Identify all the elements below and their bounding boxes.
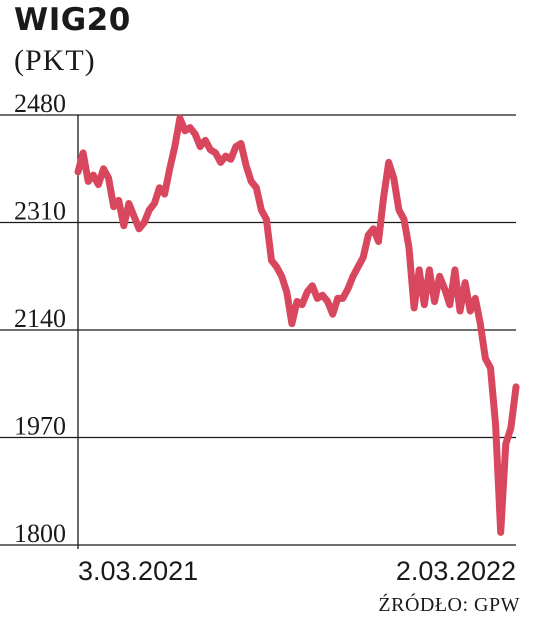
y-tick-label: 2140 [14,304,66,333]
chart-title: WIG20 [14,2,131,38]
y-tick-label: 1800 [14,519,66,548]
x-tick-label-start: 3.03.2021 [78,556,198,586]
y-tick-label: 2480 [14,89,66,118]
gridlines [0,114,516,549]
y-tick-label: 2310 [14,197,66,226]
source-label: ŹRÓDŁO: GPW [378,594,520,616]
series-layer [74,114,520,536]
x-tick-label-end: 2.03.2022 [396,556,516,586]
x-axis-ticks: 3.03.2021 2.03.2022 [78,556,516,586]
unit-label: (PKT) [14,44,96,77]
y-tick-label: 1970 [14,412,66,441]
y-axis-ticks: 2480 2310 2140 1970 1800 [14,89,66,548]
wig20-series-line [74,114,520,536]
